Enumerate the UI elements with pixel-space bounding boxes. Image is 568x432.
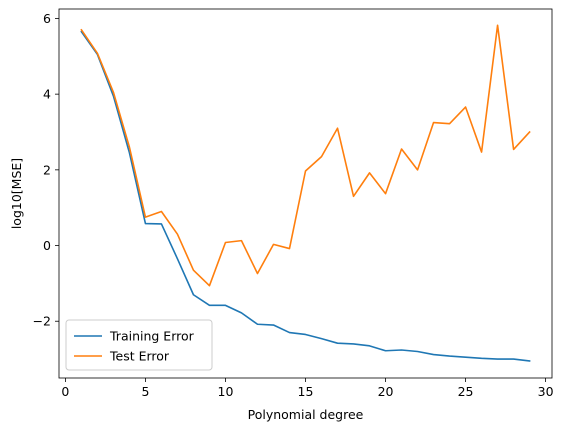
x-tick-label: 30	[538, 384, 554, 399]
y-axis: −2 0 2 4 6	[33, 11, 59, 329]
x-axis-label: Polynomial degree	[248, 407, 364, 422]
x-tick-label: 5	[141, 384, 149, 399]
x-axis: 0 5 10 15 20 25 30	[61, 378, 554, 399]
x-tick-label: 15	[298, 384, 314, 399]
plot-area	[80, 24, 531, 362]
y-tick-label: 2	[43, 162, 51, 177]
y-tick-label: −2	[33, 314, 51, 329]
y-tick-label: 4	[43, 87, 51, 102]
y-tick-label: 6	[43, 11, 51, 26]
legend-label: Test Error	[109, 349, 170, 364]
x-tick-label: 25	[458, 384, 474, 399]
series-line-test-error	[80, 24, 531, 287]
x-tick-label: 20	[378, 384, 394, 399]
y-tick-label: 0	[43, 238, 51, 253]
series-line-training-error	[80, 30, 531, 362]
legend-label: Training Error	[109, 329, 195, 344]
legend-box	[65, 319, 213, 371]
x-tick-label: 10	[218, 384, 234, 399]
legend: Training Error Test Error	[65, 319, 213, 371]
y-axis-label: log10[MSE]	[9, 158, 24, 229]
x-tick-label: 0	[61, 384, 69, 399]
plot-frame	[58, 8, 553, 379]
